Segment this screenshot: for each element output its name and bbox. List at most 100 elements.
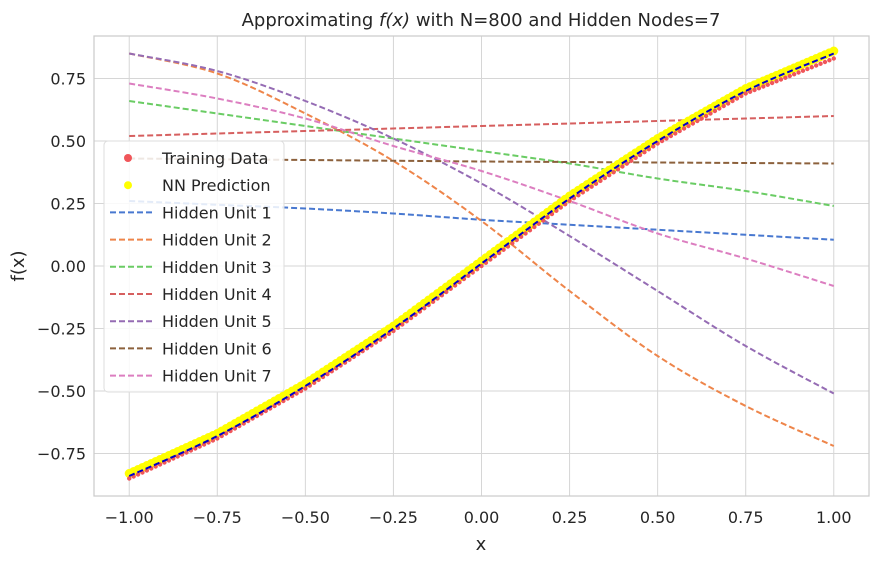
training-data-points-point [752, 87, 757, 93]
training-data-points-point [756, 86, 762, 91]
training-data-points-point [690, 121, 696, 126]
training-data-points-point [747, 89, 753, 94]
training-data-points-point [761, 84, 766, 89]
training-data-points-point [501, 247, 506, 252]
x-tick-label: −1.00 [105, 508, 154, 527]
training-data-points-point [175, 454, 180, 459]
training-data-points-point [743, 91, 748, 96]
training-data-points-point [703, 113, 709, 119]
x-tick-label: −0.75 [193, 508, 242, 527]
x-axis-label: x [476, 534, 487, 555]
training-data-points-point [232, 426, 238, 431]
legend-marker-nn-prediction [124, 181, 132, 190]
x-tick-label: −0.25 [369, 508, 418, 527]
training-data-points-point [325, 371, 330, 377]
y-axis-label: f(x) [8, 250, 29, 281]
y-tick-label: 0.75 [50, 70, 86, 89]
x-tick-label: 0.00 [464, 508, 500, 527]
training-data-points-point [629, 158, 634, 163]
training-data-points-point [668, 133, 674, 139]
training-data-points-point [827, 58, 832, 63]
training-data-points-point [712, 108, 718, 114]
training-data-points-point [602, 175, 607, 181]
training-data-points-point [488, 257, 493, 262]
training-data-points-point [144, 468, 150, 473]
training-data-points-point [567, 198, 572, 204]
training-data-points-point [787, 73, 792, 79]
training-data-points-point [783, 75, 788, 80]
training-data-points-point [642, 149, 647, 155]
legend-label-training-data: Training Data [161, 149, 268, 168]
legend-label-hidden-unit-7: Hidden Unit 7 [162, 367, 272, 386]
training-data-points-point [673, 131, 678, 136]
training-data-points-point [400, 322, 405, 327]
training-data-points-point [184, 450, 189, 455]
training-data-points-point [294, 391, 299, 396]
training-data-points-point [633, 155, 638, 161]
training-data-points-point [651, 144, 656, 149]
y-tick-label: −0.25 [37, 320, 86, 339]
legend-box [103, 140, 285, 393]
chart-title: Approximating f(x) with N=800 and Hidden… [242, 10, 721, 31]
series-line-hidden-unit-3 [129, 100, 834, 207]
nn-prediction-points-point [829, 46, 839, 56]
training-data-points-point [201, 442, 207, 447]
x-tick-label: 0.25 [552, 508, 588, 527]
legend-marker-training-data [124, 154, 132, 162]
training-data-points-point [677, 128, 682, 134]
training-data-points-point [615, 167, 621, 172]
series-line-hidden-unit-4 [129, 115, 834, 137]
training-data-points-point [263, 408, 268, 414]
training-data-points-point [734, 96, 740, 101]
y-tick-label: 0.00 [50, 257, 86, 276]
plot-frame [93, 35, 870, 497]
training-data-points-point [576, 193, 581, 198]
training-data-points-point [739, 93, 744, 99]
tick-labels: −1.00 −0.75 −0.50 −0.25 0.00 0.25 0.50 0.75 1.00… [37, 70, 852, 528]
training-data-points-point [695, 118, 700, 124]
legend-label-hidden-unit-1: Hidden Unit 1 [162, 203, 272, 222]
training-data-points-point [607, 172, 612, 178]
training-data-points-point [730, 98, 735, 104]
legend-label-hidden-unit-5: Hidden Unit 5 [162, 312, 272, 331]
training-data-points-point [620, 164, 625, 169]
training-data-points-point [378, 337, 383, 342]
training-data-points-point [725, 101, 731, 106]
legend-label-nn-prediction: NN Prediction [162, 176, 271, 195]
training-data-points-point [408, 315, 414, 321]
training-data-points-point [127, 476, 132, 481]
training-data-points-point [545, 215, 550, 220]
training-data-points-point [303, 386, 308, 391]
training-data-points-point [708, 111, 713, 116]
training-data-points-point [765, 82, 770, 87]
legend: Training Data NN Prediction Hidden Unit 1 H… [103, 140, 285, 393]
x-tick-label: 0.50 [640, 508, 676, 527]
series-layer [124, 46, 839, 481]
training-data-points-point [699, 116, 704, 121]
legend-label-hidden-unit-4: Hidden Unit 4 [162, 285, 272, 304]
training-data-points-point [800, 68, 806, 73]
training-data-points-point [721, 103, 726, 109]
series-line-hidden-unit-7 [129, 82, 835, 287]
training-data-points-point [813, 63, 819, 68]
y-tick-label: 0.50 [50, 132, 86, 151]
training-data-points-point [831, 56, 836, 61]
training-data-points-point [624, 161, 630, 166]
series-line-hidden-unit-5 [129, 52, 835, 395]
training-data-points-point [717, 106, 722, 111]
training-data-points-point [444, 289, 449, 295]
series-line-hidden-unit-2 [129, 52, 835, 447]
training-data-points-point [584, 187, 590, 192]
x-tick-label: 0.75 [728, 508, 764, 527]
legend-label-hidden-unit-2: Hidden Unit 2 [162, 231, 272, 250]
training-data-points-point [430, 299, 436, 304]
training-data-points-point [796, 70, 801, 75]
training-data-points-point [510, 241, 515, 246]
training-data-points-point [611, 170, 616, 175]
training-data-points-point [809, 65, 814, 70]
training-data-points-point [466, 273, 471, 278]
training-data-points-point [386, 331, 392, 337]
training-data-points-point [774, 79, 779, 84]
y-tick-label: −0.50 [37, 382, 86, 401]
training-data-points-point [598, 178, 603, 184]
